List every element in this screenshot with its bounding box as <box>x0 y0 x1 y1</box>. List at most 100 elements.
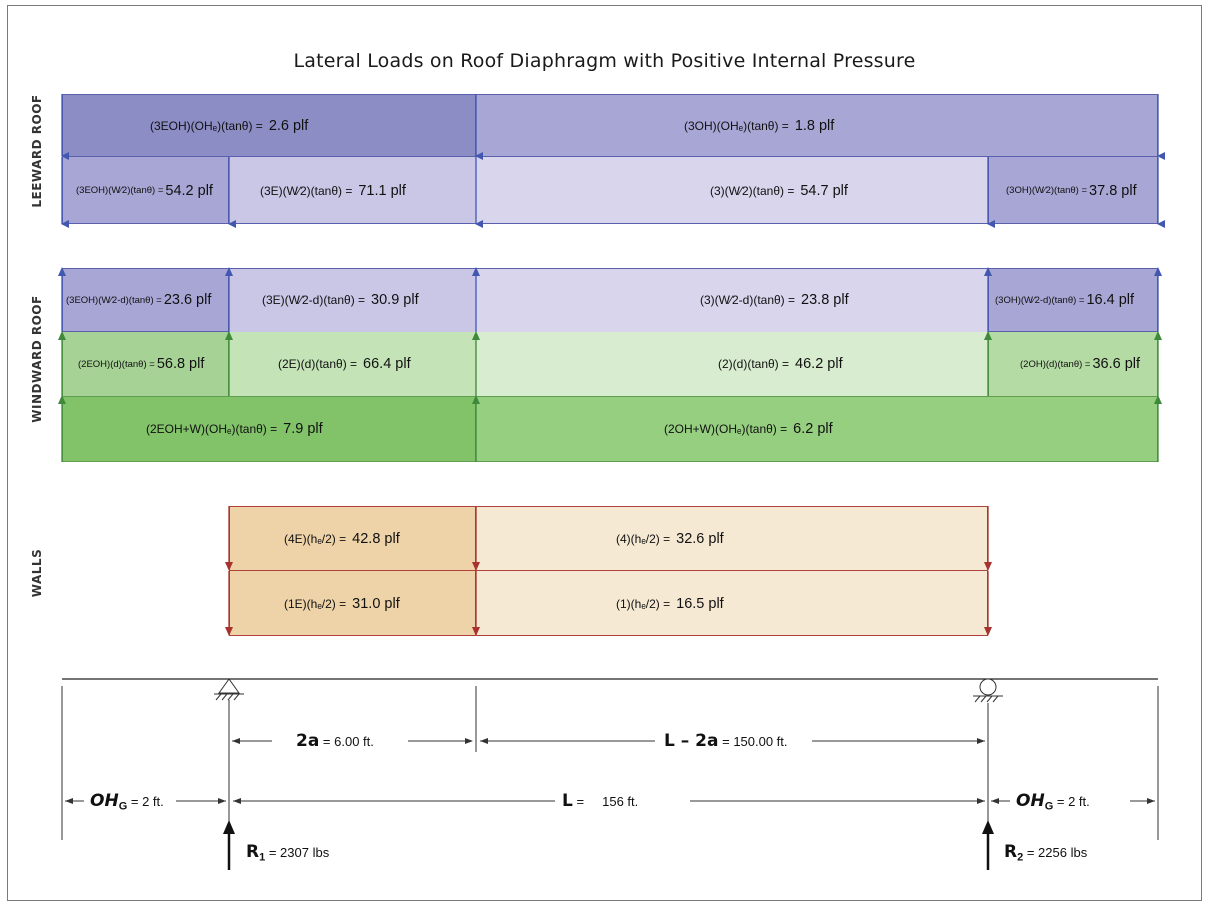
windward-r2b-label: (2E)(d)(tanθ) = 66.4 plf <box>278 332 411 396</box>
formula: (1E)(hₑ/2) = <box>284 596 347 611</box>
walls-row1-end-zone <box>229 506 476 571</box>
value: 54.2 plf <box>165 182 213 199</box>
leeward-row2-cell-d <box>988 157 1158 224</box>
value: 36.6 plf <box>1092 356 1141 372</box>
dim-label: OH <box>90 791 119 811</box>
windward-row3-interior <box>476 396 1158 462</box>
formula: (3EOH)(W⁄2-d)(tanθ) = <box>66 294 162 306</box>
formula: (3)(W⁄2-d)(tanθ) = <box>700 293 796 307</box>
windward-row1-cell-d <box>988 268 1158 332</box>
value: 32.6 plf <box>676 530 724 547</box>
windward-suction-arrows <box>58 267 1162 332</box>
formula: (2EOH)(d)(tanθ) = <box>78 358 155 370</box>
equals: = <box>572 794 603 809</box>
dim-label: R <box>246 842 260 862</box>
windward-r2a-label: (2EOH)(d)(tanθ) = 56.8 plf <box>78 332 204 396</box>
dim-sub: G <box>118 800 128 813</box>
walls-r2b-label: (1)(hₑ/2) = 16.5 plf <box>616 571 724 636</box>
value: 31.0 plf <box>352 595 400 612</box>
dim-label: 2a <box>296 731 320 751</box>
leeward-r1a-label: (3EOH)(OHₑ)(tanθ) = 2.6 plf <box>150 94 308 157</box>
formula: (3OH)(OHₑ)(tanθ) = <box>684 118 789 133</box>
dim-sub: 1 <box>259 851 266 864</box>
formula: (2OH+W)(OHₑ)(tanθ) = <box>664 422 788 436</box>
leeward-load-arrows <box>61 94 1165 228</box>
dim-value: 2 ft. <box>1068 794 1090 809</box>
equals: = <box>1023 845 1039 860</box>
windward-row2-cell-c <box>476 332 988 396</box>
dimension-extension-lines <box>61 686 1159 840</box>
walls-row2-end-zone <box>229 571 476 636</box>
value: 30.9 plf <box>371 292 419 308</box>
windward-r1c-label: (3)(W⁄2-d)(tanθ) = 23.8 plf <box>700 268 849 332</box>
value: 37.8 plf <box>1089 182 1137 199</box>
leeward-row2-cell-b <box>229 157 476 224</box>
formula: (1)(hₑ/2) = <box>616 596 671 611</box>
leeward-r2d-label: (3OH)(W⁄2)(tanθ) = 37.8 plf <box>1006 157 1137 224</box>
formula: (3OH)(W⁄2)(tanθ) = <box>1006 185 1088 196</box>
dim-label: OH <box>1016 791 1045 811</box>
leeward-row1-end-zone <box>62 94 476 157</box>
dim-l: L = 156 ft. <box>562 791 638 811</box>
leeward-r2c-label: (3)(W⁄2)(tanθ) = 54.7 plf <box>710 157 848 224</box>
leeward-r1b-label: (3OH)(OHₑ)(tanθ) = 1.8 plf <box>684 94 834 157</box>
dim-2a: 2a = 6.00 ft. <box>296 731 374 751</box>
value: 66.4 plf <box>363 356 411 372</box>
leeward-row2-cell-c <box>476 157 988 224</box>
leeward-row2-cell-a <box>62 157 229 224</box>
equals: = <box>718 734 734 749</box>
value: 6.2 plf <box>793 421 833 437</box>
formula: (3EOH)(OHₑ)(tanθ) = <box>150 118 263 133</box>
formula: (3E)(W⁄2)(tanθ) = <box>260 183 353 198</box>
dim-value: 156 ft. <box>602 794 639 809</box>
equals: = <box>1053 794 1069 809</box>
windward-r2d-label: (2OH)(d)(tanθ) = 36.6 plf <box>1020 332 1140 396</box>
leeward-r2a-label: (3EOH)(W⁄2)(tanθ) = 54.2 plf <box>76 157 213 224</box>
equals: = <box>265 845 281 860</box>
equals: = <box>127 794 143 809</box>
windward-row2-cell-a <box>62 332 229 396</box>
walls-r1b-label: (4)(hₑ/2) = 32.6 plf <box>616 506 724 571</box>
windward-r1d-label: (3OH)(W⁄2-d)(tanθ) = 16.4 plf <box>995 268 1134 332</box>
dimension-lines <box>65 738 1155 804</box>
value: 16.5 plf <box>676 595 724 612</box>
windward-r1a-label: (3EOH)(W⁄2-d)(tanθ) = 23.6 plf <box>66 268 211 332</box>
dim-oh-left: OHG = 2 ft. <box>90 791 164 813</box>
value: 46.2 plf <box>795 356 843 372</box>
dim-value: 2256 lbs <box>1038 845 1088 860</box>
formula: (2E)(d)(tanθ) = <box>278 357 358 371</box>
windward-row2-cell-b <box>229 332 476 396</box>
formula: (3EOH)(W⁄2)(tanθ) = <box>76 185 164 196</box>
value: 54.7 plf <box>800 182 848 199</box>
walls-row2-interior <box>476 571 988 636</box>
windward-row1-cell-b <box>229 268 476 332</box>
value: 2.6 plf <box>268 117 309 134</box>
formula: (3)(W⁄2)(tanθ) = <box>710 183 795 198</box>
formula: (4E)(hₑ/2) = <box>284 531 347 546</box>
wall-load-arrows <box>225 506 992 636</box>
reaction-r1: R1 = 2307 lbs <box>246 842 329 864</box>
value: 23.6 plf <box>163 292 212 308</box>
formula: (2OH)(d)(tanθ) = <box>1020 358 1091 370</box>
windward-row2-cell-d <box>988 332 1158 396</box>
dim-label: R <box>1004 842 1018 862</box>
formula: (4)(hₑ/2) = <box>616 531 671 546</box>
windward-r3a-label: (2EOH+W)(OHₑ)(tanθ) = 7.9 plf <box>146 396 323 462</box>
dim-value: 2307 lbs <box>280 845 330 860</box>
formula: (2EOH+W)(OHₑ)(tanθ) = <box>146 422 278 436</box>
value: 42.8 plf <box>352 530 400 547</box>
windward-pressure-arrows <box>58 331 1162 462</box>
reaction-r2: R2 = 2256 lbs <box>1004 842 1087 864</box>
dim-value: 2 ft. <box>142 794 164 809</box>
pin-support-icon <box>214 678 244 701</box>
windward-r1b-label: (3E)(W⁄2-d)(tanθ) = 30.9 plf <box>262 268 419 332</box>
windward-row1-cell-c <box>476 268 988 332</box>
value: 1.8 plf <box>794 117 835 134</box>
walls-r1a-label: (4E)(hₑ/2) = 42.8 plf <box>284 506 400 571</box>
equals: = <box>319 734 335 749</box>
dim-label: L <box>562 791 573 811</box>
windward-r2c-label: (2)(d)(tanθ) = 46.2 plf <box>718 332 843 396</box>
windward-r3b-label: (2OH+W)(OHₑ)(tanθ) = 6.2 plf <box>664 396 833 462</box>
dim-l-minus-2a: L – 2a = 150.00 ft. <box>664 731 788 751</box>
diagram-frame <box>7 5 1202 901</box>
